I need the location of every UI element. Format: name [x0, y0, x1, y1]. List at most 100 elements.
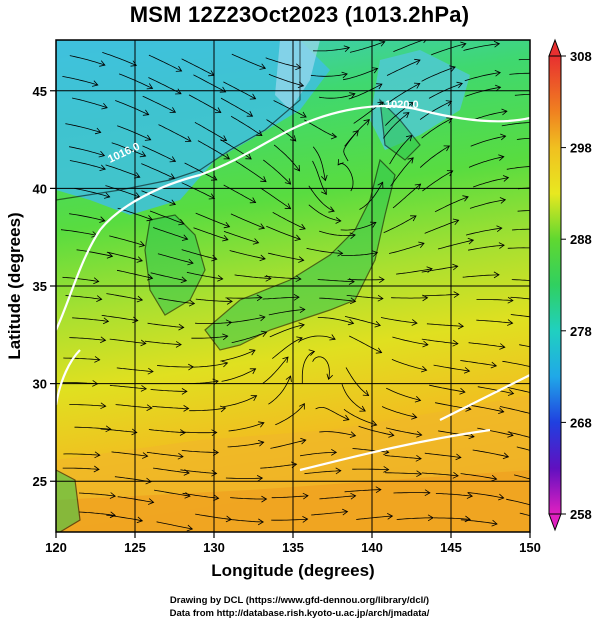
- streamline-arrow: [452, 263, 459, 271]
- streamline: [312, 356, 330, 380]
- streamline: [311, 511, 348, 516]
- streamline-arrow: [462, 195, 469, 202]
- streamline: [471, 110, 507, 121]
- streamline: [260, 463, 297, 469]
- streamline-arrow: [328, 206, 335, 213]
- streamline: [507, 431, 530, 438]
- streamline: [270, 439, 306, 449]
- streamline-arrow: [302, 516, 309, 523]
- streamline: [429, 384, 465, 393]
- streamline: [507, 247, 530, 249]
- streamline-arrow: [337, 159, 344, 166]
- streamline-arrow: [416, 470, 423, 478]
- streamline: [193, 227, 229, 241]
- streamline: [310, 73, 348, 77]
- streamline-arrow: [536, 504, 542, 510]
- streamline: [188, 94, 221, 113]
- streamline: [428, 83, 463, 99]
- streamline-arrow: [326, 373, 333, 381]
- streamline-arrow: [142, 452, 149, 459]
- streamline-arrow: [359, 405, 366, 412]
- streamline: [462, 274, 500, 278]
- streamline-arrow: [100, 336, 107, 344]
- credit-line-drawing: Drawing by DCL (https://www.gfd-dennou.o…: [169, 595, 430, 606]
- streamline: [273, 100, 307, 118]
- streamline: [144, 340, 182, 345]
- streamline: [146, 451, 184, 458]
- streamline-arrow: [132, 316, 139, 324]
- streamline: [380, 317, 418, 324]
- y-tick-label: 25: [33, 474, 47, 489]
- streamline-arrow: [175, 88, 182, 95]
- streamline: [308, 204, 341, 222]
- streamline-arrow: [256, 294, 263, 302]
- streamline: [518, 187, 530, 190]
- streamline-arrow: [290, 461, 298, 469]
- streamline-arrow: [249, 93, 257, 100]
- streamline: [460, 473, 497, 480]
- streamline-arrow: [498, 493, 505, 501]
- streamline-arrow: [103, 192, 111, 199]
- streamline: [62, 76, 98, 86]
- streamline: [62, 276, 99, 282]
- streamline: [69, 404, 106, 407]
- streamline: [222, 395, 257, 408]
- streamline-arrow: [414, 183, 422, 190]
- streamline-arrow: [375, 347, 383, 354]
- streamline-arrow: [252, 238, 260, 245]
- streamline-arrow: [452, 218, 460, 225]
- streamline: [421, 338, 458, 345]
- streamline: [340, 222, 377, 231]
- colorbar: 308 298 288 278 268 258: [548, 38, 592, 532]
- colorbar-tick-label: 288: [570, 232, 592, 247]
- streamline: [78, 492, 116, 497]
- streamline: [506, 166, 530, 170]
- y-tick-label: 30: [33, 377, 47, 392]
- streamline-arrow: [136, 295, 144, 303]
- streamline: [519, 512, 530, 517]
- streamline-arrow: [145, 477, 152, 485]
- streamline: [154, 489, 191, 497]
- streamline-arrow: [284, 203, 292, 210]
- streamline-arrow: [175, 65, 183, 72]
- streamline-arrow: [427, 514, 434, 522]
- streamline: [194, 122, 227, 141]
- streamline: [467, 492, 504, 499]
- streamline: [147, 322, 184, 328]
- streamline-arrow: [213, 494, 220, 502]
- streamline: [337, 163, 354, 192]
- streamline-arrow: [349, 431, 357, 438]
- streamline: [349, 41, 385, 53]
- streamline: [470, 135, 506, 147]
- streamline: [271, 495, 309, 499]
- streamline: [438, 430, 475, 438]
- streamline: [319, 431, 356, 437]
- streamline: [385, 102, 414, 126]
- streamline: [510, 314, 530, 318]
- streamline-arrow: [217, 274, 224, 282]
- streamline: [469, 199, 506, 209]
- streamline: [226, 518, 264, 523]
- streamline-arrow: [352, 130, 359, 137]
- streamline: [227, 441, 264, 448]
- streamline: [106, 251, 143, 262]
- streamline: [501, 122, 530, 127]
- streamline-arrow: [146, 214, 153, 222]
- streamline-arrow: [369, 221, 377, 228]
- streamline-arrow: [93, 465, 100, 473]
- streamline-arrow: [388, 431, 395, 438]
- streamline-arrow: [302, 492, 309, 500]
- streamline: [272, 211, 306, 230]
- streamline-arrow: [449, 65, 456, 72]
- streamline: [517, 210, 530, 212]
- streamline-arrow: [299, 306, 306, 314]
- streamline-arrow: [329, 334, 336, 341]
- streamline: [304, 470, 341, 475]
- streamline: [153, 227, 188, 240]
- streamline-arrow: [335, 467, 342, 475]
- streamline: [266, 119, 297, 142]
- streamline: [433, 517, 471, 520]
- streamline-arrow: [298, 322, 305, 329]
- streamline: [386, 59, 421, 76]
